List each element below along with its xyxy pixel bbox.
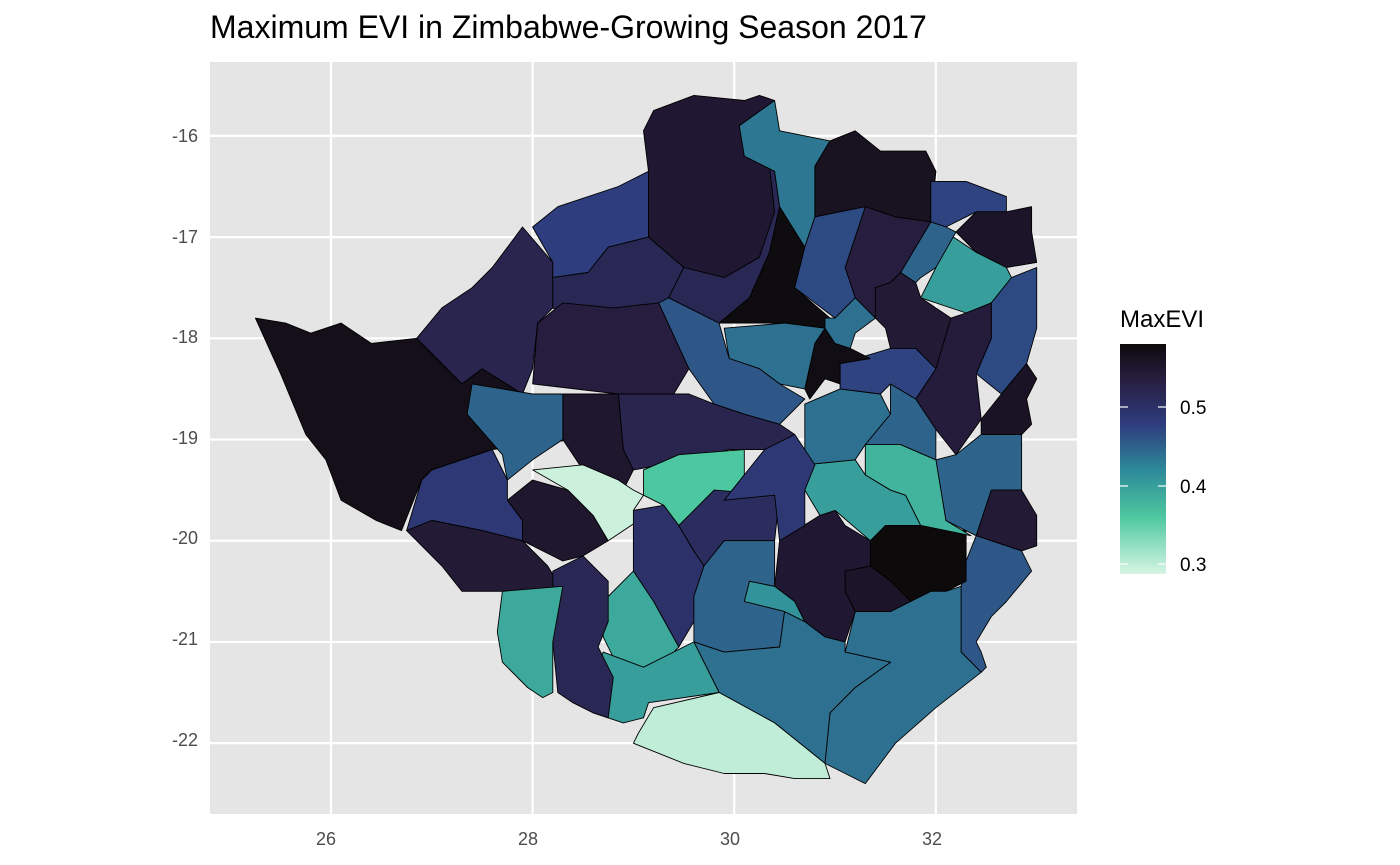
district-polygon xyxy=(506,479,609,562)
x-axis: 26 28 30 32 xyxy=(316,829,942,849)
legend: MaxEVI 0.5 0.4 0.3 xyxy=(1120,306,1207,576)
district-polygon xyxy=(532,302,690,395)
district-polygon xyxy=(496,585,564,699)
x-tick-label: 28 xyxy=(518,829,538,849)
y-tick-label: -21 xyxy=(172,629,198,649)
district-polygon xyxy=(723,434,816,542)
district-polygon xyxy=(955,206,1038,268)
y-tick-label: -17 xyxy=(172,227,198,247)
district-polygon xyxy=(804,459,922,542)
x-tick-label: 26 xyxy=(316,829,336,849)
y-tick-label: -20 xyxy=(172,528,198,548)
legend-title: MaxEVI xyxy=(1120,306,1204,333)
y-tick-label: -16 xyxy=(172,126,198,146)
district-polygon xyxy=(632,692,831,780)
legend-label: 0.5 xyxy=(1180,398,1206,419)
x-tick-label: 32 xyxy=(922,829,942,849)
legend-colorbar xyxy=(1120,344,1166,574)
chart-title: Maximum EVI in Zimbabwe-Growing Season 2… xyxy=(210,9,927,45)
legend-label: 0.4 xyxy=(1180,477,1207,498)
district-polygon xyxy=(658,297,806,425)
district-polygon xyxy=(980,363,1038,435)
district-polygon xyxy=(839,347,937,400)
district-polygon xyxy=(562,393,634,491)
y-tick-label: -18 xyxy=(172,327,198,347)
legend-label: 0.3 xyxy=(1180,555,1206,576)
y-tick-label: -19 xyxy=(172,428,198,448)
district-polygon xyxy=(466,383,564,481)
district-polygon xyxy=(416,226,554,395)
y-tick-label: -22 xyxy=(172,730,198,750)
district-polygon xyxy=(552,555,614,719)
district-polygon xyxy=(824,297,876,349)
district-polygon xyxy=(864,383,937,461)
y-axis: -16 -17 -18 -19 -20 -21 -22 xyxy=(172,126,198,750)
x-tick-label: 30 xyxy=(720,829,740,849)
district-polygon xyxy=(693,540,786,653)
district-polygons xyxy=(254,94,1038,785)
